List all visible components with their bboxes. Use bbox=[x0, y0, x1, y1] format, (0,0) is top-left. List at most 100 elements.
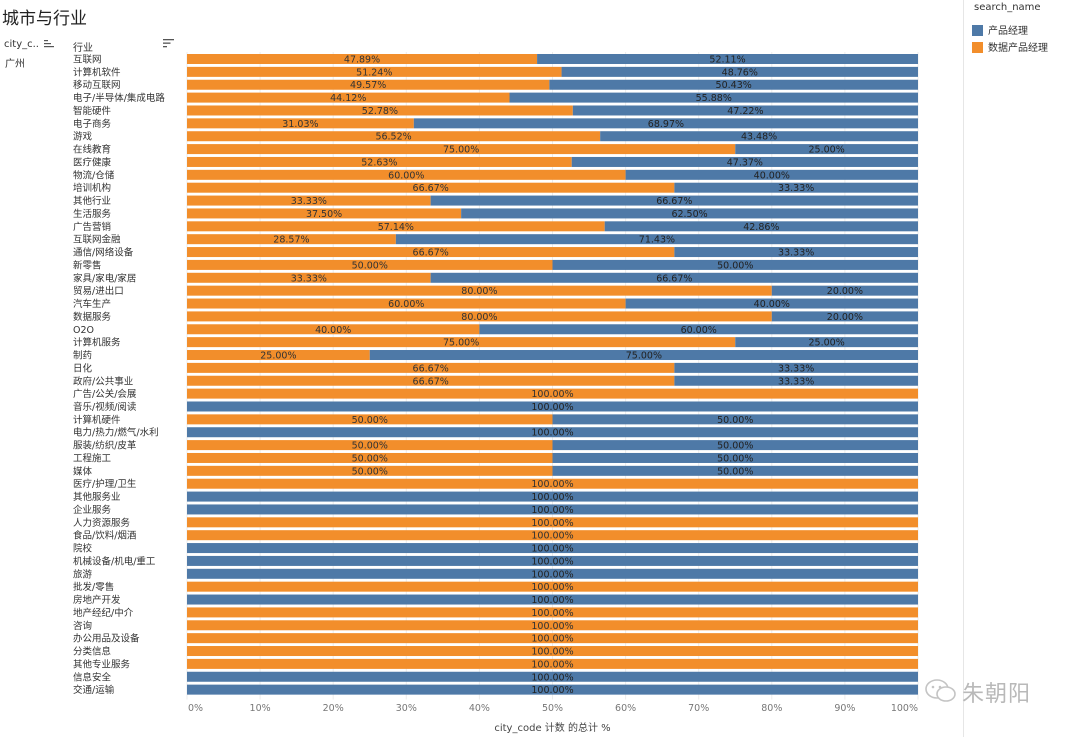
category-label[interactable]: 信息安全 bbox=[73, 671, 112, 683]
category-label[interactable]: 服装/纺织/皮革 bbox=[73, 440, 137, 452]
category-label[interactable]: 培训机构 bbox=[73, 182, 111, 194]
bar-segment-product-manager[interactable] bbox=[430, 195, 918, 206]
bar-segment-product-manager[interactable] bbox=[571, 156, 918, 167]
bar-segment-product-manager[interactable] bbox=[187, 684, 918, 695]
bar-segment-data-product-manager[interactable] bbox=[187, 414, 553, 425]
category-label[interactable]: 计算机软件 bbox=[73, 66, 121, 78]
bar-segment-data-product-manager[interactable] bbox=[187, 633, 918, 644]
sort-icon[interactable] bbox=[44, 38, 54, 48]
category-label[interactable]: 新零售 bbox=[73, 259, 102, 271]
bar-segment-product-manager[interactable] bbox=[572, 105, 918, 116]
bar-segment-data-product-manager[interactable] bbox=[187, 658, 918, 669]
bar-segment-data-product-manager[interactable] bbox=[187, 337, 736, 348]
legend-item-data-product-manager[interactable]: 数据产品经理 bbox=[972, 39, 1048, 54]
bar-segment-product-manager[interactable] bbox=[604, 221, 918, 232]
city-column-header[interactable]: city_c.. bbox=[4, 39, 39, 50]
bar-segment-data-product-manager[interactable] bbox=[187, 465, 553, 476]
bar-segment-data-product-manager[interactable] bbox=[187, 79, 550, 90]
category-label[interactable]: 游戏 bbox=[73, 131, 93, 143]
bar-segment-product-manager[interactable] bbox=[625, 169, 918, 180]
category-label[interactable]: 广告/公关/会展 bbox=[73, 388, 137, 400]
bar-segment-product-manager[interactable] bbox=[674, 362, 918, 373]
bar-segment-product-manager[interactable] bbox=[552, 452, 919, 463]
category-label[interactable]: 办公用品及设备 bbox=[73, 633, 140, 645]
bar-segment-data-product-manager[interactable] bbox=[187, 195, 431, 206]
bar-segment-product-manager[interactable] bbox=[430, 272, 918, 283]
category-label[interactable]: 通信/网络设备 bbox=[73, 247, 134, 259]
bar-segment-product-manager[interactable] bbox=[187, 568, 918, 579]
category-label[interactable]: 企业服务 bbox=[73, 504, 112, 516]
category-label[interactable]: 院校 bbox=[73, 543, 93, 555]
category-label[interactable]: 房地产开发 bbox=[73, 594, 121, 606]
category-label[interactable]: 电子商务 bbox=[73, 118, 112, 130]
bar-segment-data-product-manager[interactable] bbox=[187, 105, 573, 116]
bar-segment-data-product-manager[interactable] bbox=[187, 452, 553, 463]
category-label[interactable]: O2O bbox=[73, 325, 94, 336]
bar-segment-data-product-manager[interactable] bbox=[187, 517, 918, 528]
category-label[interactable]: 旅游 bbox=[73, 568, 93, 580]
category-label[interactable]: 医疗/护理/卫生 bbox=[73, 478, 137, 490]
category-label[interactable]: 政府/公共事业 bbox=[73, 375, 133, 387]
bar-segment-data-product-manager[interactable] bbox=[187, 646, 918, 657]
bar-segment-product-manager[interactable] bbox=[552, 414, 919, 425]
bar-segment-product-manager[interactable] bbox=[187, 427, 918, 438]
bar-segment-product-manager[interactable] bbox=[413, 118, 918, 129]
category-label[interactable]: 分类信息 bbox=[73, 646, 111, 658]
category-label[interactable]: 地产经纪/中介 bbox=[73, 607, 134, 619]
bar-segment-product-manager[interactable] bbox=[625, 298, 918, 309]
category-label[interactable]: 贸易/进出口 bbox=[73, 285, 124, 297]
bar-segment-product-manager[interactable] bbox=[187, 555, 918, 566]
bar-segment-data-product-manager[interactable] bbox=[187, 118, 414, 129]
bar-segment-data-product-manager[interactable] bbox=[187, 221, 605, 232]
bar-segment-product-manager[interactable] bbox=[674, 375, 918, 386]
bar-segment-data-product-manager[interactable] bbox=[187, 298, 626, 309]
category-label[interactable]: 工程施工 bbox=[73, 452, 112, 464]
category-label[interactable]: 物流/仓储 bbox=[73, 169, 115, 181]
bar-segment-product-manager[interactable] bbox=[461, 208, 918, 219]
sort-descending-icon[interactable] bbox=[163, 38, 175, 48]
bar-segment-data-product-manager[interactable] bbox=[187, 375, 675, 386]
category-label[interactable]: 医疗健康 bbox=[73, 156, 112, 168]
category-label[interactable]: 数据服务 bbox=[73, 311, 112, 323]
bar-segment-product-manager[interactable] bbox=[537, 54, 918, 64]
bar-segment-product-manager[interactable] bbox=[735, 337, 918, 348]
bar-segment-data-product-manager[interactable] bbox=[187, 169, 626, 180]
bar-segment-data-product-manager[interactable] bbox=[187, 208, 462, 219]
category-label[interactable]: 广告营销 bbox=[73, 221, 112, 233]
category-label[interactable]: 媒体 bbox=[73, 465, 93, 477]
bar-segment-data-product-manager[interactable] bbox=[187, 259, 553, 270]
category-label[interactable]: 汽车生产 bbox=[73, 298, 111, 310]
bar-segment-data-product-manager[interactable] bbox=[187, 54, 538, 64]
category-label[interactable]: 日化 bbox=[73, 362, 93, 374]
category-label[interactable]: 交通/运输 bbox=[73, 684, 115, 696]
bar-segment-product-manager[interactable] bbox=[600, 131, 918, 142]
bar-segment-product-manager[interactable] bbox=[561, 66, 918, 77]
category-label[interactable]: 电力/热力/燃气/水利 bbox=[73, 427, 159, 439]
bar-segment-data-product-manager[interactable] bbox=[187, 350, 370, 361]
bar-segment-data-product-manager[interactable] bbox=[187, 285, 772, 296]
bar-segment-product-manager[interactable] bbox=[187, 401, 918, 412]
bar-segment-data-product-manager[interactable] bbox=[187, 620, 918, 631]
bar-segment-data-product-manager[interactable] bbox=[187, 478, 918, 489]
bar-segment-data-product-manager[interactable] bbox=[187, 156, 572, 167]
category-label[interactable]: 其他行业 bbox=[73, 195, 111, 207]
category-label[interactable]: 机械设备/机电/重工 bbox=[73, 555, 156, 567]
category-label[interactable]: 制药 bbox=[73, 350, 92, 362]
bar-segment-data-product-manager[interactable] bbox=[187, 440, 553, 451]
bar-segment-data-product-manager[interactable] bbox=[187, 182, 675, 193]
bar-segment-product-manager[interactable] bbox=[395, 234, 919, 245]
category-label[interactable]: 电子/半导体/集成电路 bbox=[73, 92, 165, 104]
category-label[interactable]: 其他专业服务 bbox=[73, 658, 131, 670]
bar-segment-product-manager[interactable] bbox=[771, 311, 918, 322]
category-label[interactable]: 移动互联网 bbox=[73, 79, 121, 91]
bar-segment-data-product-manager[interactable] bbox=[187, 144, 736, 155]
bar-segment-product-manager[interactable] bbox=[735, 144, 918, 155]
category-label[interactable]: 计算机服务 bbox=[73, 337, 121, 349]
category-label[interactable]: 批发/零售 bbox=[73, 581, 114, 593]
bar-segment-data-product-manager[interactable] bbox=[187, 131, 601, 142]
bar-segment-product-manager[interactable] bbox=[187, 594, 918, 605]
bar-segment-product-manager[interactable] bbox=[187, 671, 918, 682]
industry-column-header[interactable]: 行业 bbox=[73, 43, 93, 54]
bar-segment-data-product-manager[interactable] bbox=[187, 247, 675, 258]
category-label[interactable]: 计算机硬件 bbox=[73, 414, 121, 426]
